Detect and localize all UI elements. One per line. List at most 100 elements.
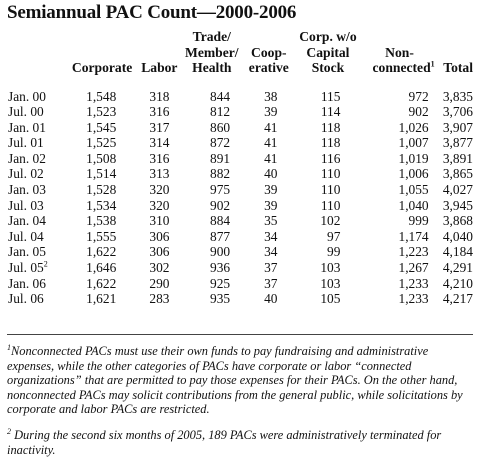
header-labor: Labor xyxy=(134,60,180,89)
cell-cooperative: 35 xyxy=(264,213,278,229)
period-label: Jan. 02 xyxy=(8,150,46,166)
cell-cooperative: 39 xyxy=(264,197,278,213)
cell-period: Jul. 02 xyxy=(5,166,62,182)
period-label: Jul. 02 xyxy=(8,166,44,182)
table-row: Jan. 06 1,622 290 925 37 103 1,233 4,210 xyxy=(5,276,475,292)
cell-total: 3,868 xyxy=(442,213,473,229)
period-label: Jul. 00 xyxy=(8,104,44,120)
header-nonconnected: connected1 xyxy=(362,59,437,89)
cell-nonconnected: 999 xyxy=(408,213,429,229)
cell-period: Jan. 03 xyxy=(5,182,62,198)
cell-corporate: 1,528 xyxy=(86,182,117,198)
cell-labor: 318 xyxy=(149,88,170,104)
period-label: Jul. 01 xyxy=(8,135,44,151)
table-row: Jan. 02 1,508 316 891 41 116 1,019 3,891 xyxy=(5,151,475,167)
cell-cooperative: 37 xyxy=(264,275,278,291)
header-health-line3: Health xyxy=(179,60,245,89)
cell-health: 884 xyxy=(210,213,231,229)
cell-nonconnected: 1,055 xyxy=(398,182,429,198)
cell-total: 3,907 xyxy=(442,119,473,135)
cell-total: 4,210 xyxy=(442,275,473,291)
header-capital-line3: Stock xyxy=(293,60,363,89)
cell-period: Jan. 00 xyxy=(5,88,62,104)
cell-total: 3,945 xyxy=(442,197,473,213)
cell-labor: 316 xyxy=(149,150,170,166)
cell-period: Jul. 052 xyxy=(5,260,62,276)
table-row: Jan. 05 1,622 306 900 34 99 1,223 4,184 xyxy=(5,244,475,260)
period-label: Jan. 04 xyxy=(8,213,46,229)
footnote-2-mark: 2 xyxy=(7,426,11,436)
cell-corporate: 1,646 xyxy=(86,260,117,276)
cell-health: 844 xyxy=(210,88,231,104)
cell-corporate: 1,545 xyxy=(86,119,117,135)
footnote-ref-1: 1 xyxy=(430,59,435,69)
cell-labor: 306 xyxy=(149,244,170,260)
cell-labor: 283 xyxy=(149,291,170,307)
cell-capital-stock: 116 xyxy=(320,150,341,166)
cell-capital-stock: 102 xyxy=(320,213,341,229)
cell-total: 3,865 xyxy=(442,166,473,182)
header-capital-line2: Capital xyxy=(306,44,350,60)
cell-cooperative: 38 xyxy=(264,88,278,104)
table-body: Jan. 00 1,548 318 844 38 115 972 3,835 Jul. 00 1,… xyxy=(5,88,475,307)
cell-capital-stock: 118 xyxy=(320,135,341,151)
header-coop-line2: erative xyxy=(244,60,294,89)
cell-cooperative: 39 xyxy=(264,104,278,120)
header-capital-line1: Corp. w/o xyxy=(299,29,357,44)
cell-capital-stock: 103 xyxy=(320,260,341,276)
cell-cooperative: 40 xyxy=(264,166,278,182)
cell-labor: 320 xyxy=(149,182,170,198)
cell-corporate: 1,534 xyxy=(86,197,117,213)
cell-period: Jan. 04 xyxy=(5,213,62,229)
cell-corporate: 1,621 xyxy=(86,291,117,307)
cell-labor: 317 xyxy=(149,119,170,135)
cell-period: Jul. 06 xyxy=(5,291,62,307)
cell-corporate: 1,523 xyxy=(86,104,117,120)
cell-health: 860 xyxy=(210,119,231,135)
period-label: Jul. 04 xyxy=(8,228,44,244)
table-row: Jul. 02 1,514 313 882 40 110 1,006 3,865 xyxy=(5,166,475,182)
cell-labor: 302 xyxy=(149,260,170,276)
cell-period: Jan. 02 xyxy=(5,151,62,167)
table-row: Jan. 01 1,545 317 860 41 118 1,026 3,907 xyxy=(5,120,475,136)
cell-capital-stock: 114 xyxy=(320,104,341,120)
cell-total: 4,040 xyxy=(442,228,473,244)
footnote-1: 1Nonconnected PACs must use their own fu… xyxy=(7,343,473,417)
cell-nonconnected: 1,019 xyxy=(398,150,429,166)
cell-total: 3,706 xyxy=(442,104,473,120)
cell-health: 877 xyxy=(210,228,231,244)
header-row-2: Member/ Coop- Capital Non- xyxy=(5,45,475,61)
cell-capital-stock: 110 xyxy=(320,166,341,182)
cell-labor: 314 xyxy=(149,135,170,151)
table-row: Jul. 052 1,646 302 936 37 103 1,267 4,291 xyxy=(5,260,475,276)
cell-health: 925 xyxy=(210,275,231,291)
cell-nonconnected: 1,223 xyxy=(398,244,429,260)
header-row-1: Trade/ Corp. w/o xyxy=(5,29,475,45)
cell-capital-stock: 110 xyxy=(320,182,341,198)
table-row: Jul. 01 1,525 314 872 41 118 1,007 3,877 xyxy=(5,135,475,151)
cell-nonconnected: 1,233 xyxy=(398,291,429,307)
cell-nonconnected: 1,007 xyxy=(398,135,429,151)
cell-corporate: 1,622 xyxy=(86,244,117,260)
cell-total: 4,027 xyxy=(442,182,473,198)
period-label: Jul. 05 xyxy=(8,260,44,276)
cell-cooperative: 39 xyxy=(264,182,278,198)
period-label: Jan. 03 xyxy=(8,182,46,198)
cell-health: 812 xyxy=(210,104,231,120)
cell-health: 891 xyxy=(210,150,231,166)
period-label: Jul. 03 xyxy=(8,197,44,213)
cell-cooperative: 37 xyxy=(264,260,278,276)
period-label: Jul. 06 xyxy=(8,291,44,307)
cell-labor: 306 xyxy=(149,228,170,244)
cell-capital-stock: 105 xyxy=(320,291,341,307)
cell-capital-stock: 115 xyxy=(320,88,341,104)
cell-corporate: 1,538 xyxy=(86,213,117,229)
header-total: Total xyxy=(436,60,475,89)
cell-nonconnected: 972 xyxy=(408,88,429,104)
footnote-2-text: During the second six months of 2005, 18… xyxy=(7,428,442,457)
cell-cooperative: 34 xyxy=(264,228,278,244)
cell-total: 3,877 xyxy=(442,135,473,151)
cell-corporate: 1,514 xyxy=(86,166,117,182)
cell-health: 900 xyxy=(210,244,231,260)
